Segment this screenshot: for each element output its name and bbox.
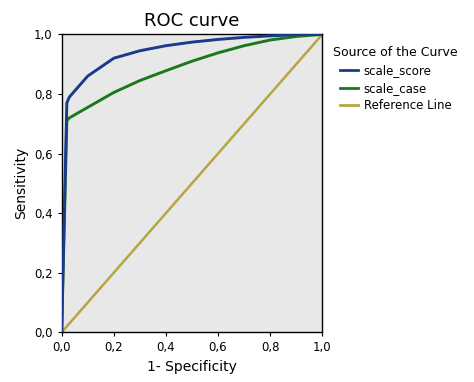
X-axis label: 1- Specificity: 1- Specificity: [147, 360, 237, 374]
Title: ROC curve: ROC curve: [144, 12, 240, 30]
Legend: scale_score, scale_case, Reference Line: scale_score, scale_case, Reference Line: [333, 46, 458, 112]
Y-axis label: Sensitivity: Sensitivity: [14, 147, 28, 220]
